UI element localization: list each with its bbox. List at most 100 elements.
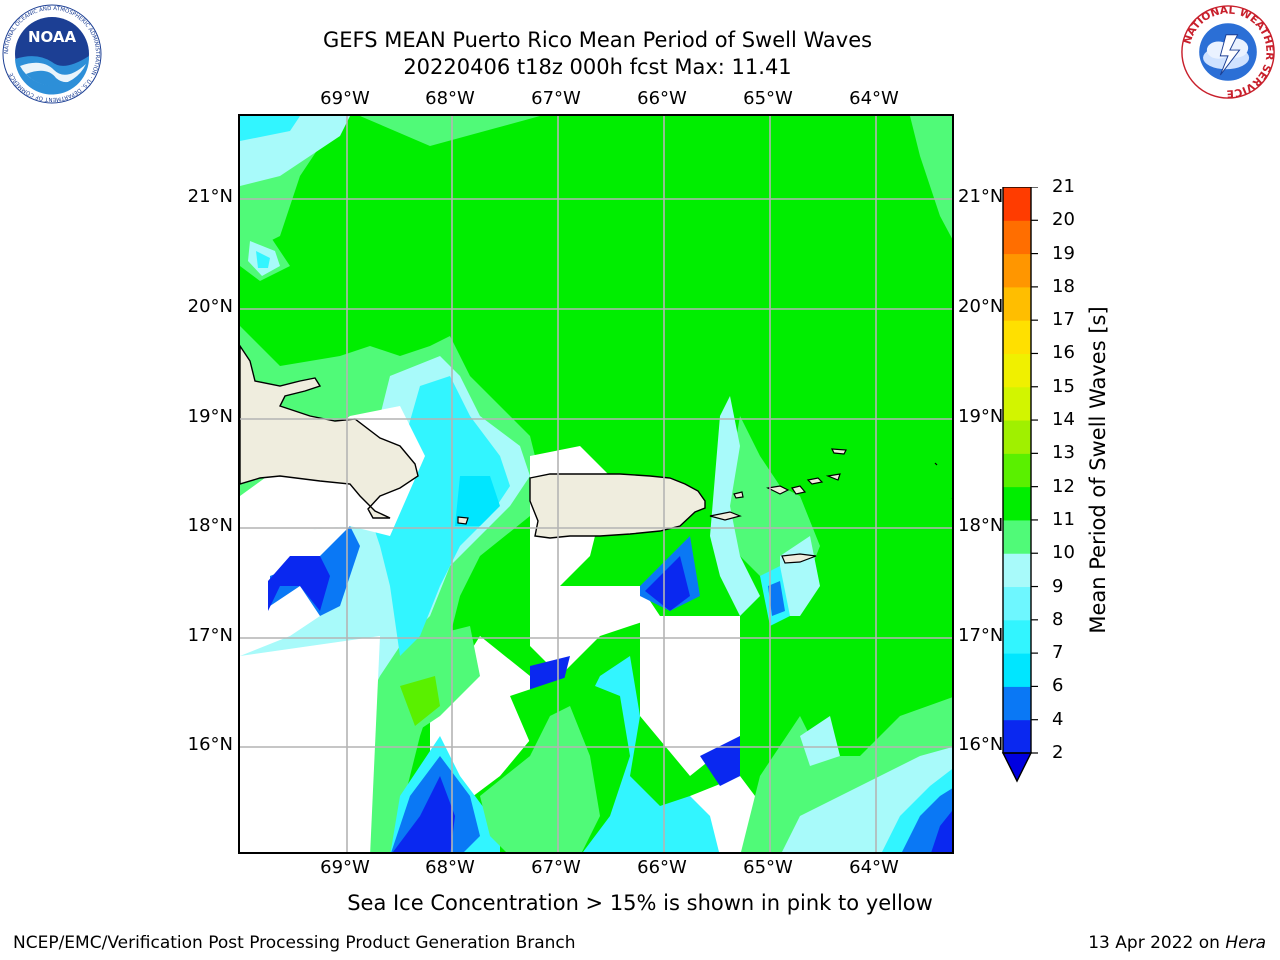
contour-2-4 [700, 736, 740, 786]
sea-ice-note: Sea Ice Concentration > 15% is shown in … [347, 891, 933, 915]
lon-label: 69°W [320, 857, 370, 878]
lat-label: 20°N [187, 296, 233, 317]
land-virgin-gorda [825, 473, 841, 481]
colorbar-segment [1003, 686, 1031, 721]
contour-6-7 [455, 476, 500, 526]
colorbar-tick-label: 15 [1052, 375, 1075, 397]
colorbar-tick-label: 6 [1052, 675, 1064, 697]
colorbar-segment [1003, 519, 1031, 554]
lon-label: 65°W [743, 88, 793, 109]
colorbar-tick-label: 8 [1052, 608, 1064, 630]
noaa-logo: NATIONAL OCEANIC AND ATMOSPHERIC ADMINIS… [2, 4, 102, 104]
lon-label: 68°W [425, 88, 475, 109]
land-st-john [791, 485, 807, 495]
colorbar-segment [1003, 453, 1031, 488]
lon-label: 67°W [531, 88, 581, 109]
contour-7-8 [240, 116, 300, 141]
land-culebra [733, 491, 744, 499]
lat-label: 17°N [958, 625, 1004, 646]
lon-label: 69°W [320, 88, 370, 109]
lon-label: 67°W [531, 857, 581, 878]
lon-label: 68°W [425, 857, 475, 878]
lat-label: 21°N [187, 186, 233, 207]
lat-label: 20°N [958, 296, 1004, 317]
colorbar-segment [1003, 553, 1031, 588]
contour-7-8 [256, 251, 270, 268]
colorbar-segment [1003, 486, 1031, 521]
lat-lon-grid [240, 116, 952, 852]
colorbar-segments [1003, 187, 1031, 754]
colorbar-segment [1003, 386, 1031, 421]
colorbar-segment [1003, 286, 1031, 321]
contour-8-9 [800, 716, 840, 766]
footer-machine: Hera [1225, 933, 1266, 953]
colorbar-tick-label: 9 [1052, 575, 1064, 597]
land-st-croix [781, 553, 817, 564]
land-anegada [830, 448, 847, 455]
lat-label: 21°N [958, 186, 1004, 207]
colorbar-segment [1003, 320, 1031, 354]
colorbar-title: Mean Period of Swell Waves [s] [1086, 306, 1110, 634]
lat-label: 16°N [187, 734, 233, 755]
footer-date-text: 13 Apr 2022 on [1088, 933, 1226, 953]
colorbar-segment [1003, 187, 1031, 221]
land-anguilla [951, 498, 952, 499]
colorbar-under-arrow [1001, 752, 1033, 783]
colorbar-segment [1003, 719, 1031, 754]
masked-area [530, 586, 660, 676]
lat-label: 16°N [958, 734, 1004, 755]
land-hispaniola [240, 344, 419, 519]
lat-label: 19°N [958, 406, 1004, 427]
lon-label: 65°W [743, 857, 793, 878]
contour-2-4 [931, 811, 952, 852]
masked-area [640, 616, 740, 776]
masked-area [240, 636, 380, 852]
lat-label: 18°N [187, 515, 233, 536]
map-title: GEFS MEAN Puerto Rico Mean Period of Swe… [322, 28, 873, 52]
contour-11-12 [400, 676, 440, 726]
lon-label: 64°W [849, 857, 899, 878]
colorbar-frame [1002, 187, 1032, 754]
footer-credit: NCEP/EMC/Verification Post Processing Pr… [13, 933, 576, 953]
land-st-thomas [766, 485, 790, 495]
contour-9-10 [480, 706, 600, 852]
lon-label: 66°W [637, 88, 687, 109]
lon-label: 64°W [849, 88, 899, 109]
colorbar-segment [1003, 420, 1031, 454]
colorbar-tick-label: 13 [1052, 442, 1075, 464]
colorbar-tick-label: 19 [1052, 242, 1075, 264]
contour-2-4 [268, 556, 330, 611]
map-panel[interactable] [238, 114, 954, 854]
footer-date: 13 Apr 2022 on Hera [1088, 933, 1266, 953]
land-mona-island [457, 516, 469, 525]
colorbar-tick-label: 12 [1052, 475, 1075, 497]
colorbar-segment [1003, 653, 1031, 687]
colorbar-tick-label: 14 [1052, 409, 1075, 431]
colorbar-segment [1003, 353, 1031, 388]
contour-2-4 [645, 556, 690, 611]
colorbar [1001, 187, 1038, 783]
colorbar-tick-label: 7 [1052, 642, 1064, 664]
colorbar-tick-label: 20 [1052, 209, 1075, 231]
colorbar-tick-label: 2 [1052, 742, 1064, 763]
colorbar-tick-label: 21 [1052, 176, 1075, 197]
colorbar-segment [1003, 619, 1031, 654]
svg-text:NOAA: NOAA [28, 28, 77, 46]
nws-logo: NATIONAL WEATHER SERVICE [1181, 4, 1276, 100]
lat-label: 19°N [187, 406, 233, 427]
colorbar-segment [1003, 586, 1031, 621]
lon-label: 66°W [637, 857, 687, 878]
colorbar-ticks [1031, 187, 1038, 754]
map-subtitle: 20220406 t18z 000h fcst Max: 11.41 [403, 55, 792, 79]
contour-7-8 [390, 656, 719, 852]
land-sombrero [934, 462, 938, 466]
lat-label: 17°N [187, 625, 233, 646]
colorbar-tick-label: 18 [1052, 275, 1075, 297]
colorbar-tick-label: 11 [1052, 508, 1075, 530]
colorbar-tick-label: 4 [1052, 708, 1064, 730]
land-vieques [709, 511, 742, 521]
contour-8-9 [710, 396, 760, 616]
colorbar-tick-label: 16 [1052, 342, 1075, 364]
colorbar-segment [1003, 253, 1031, 288]
land-tortola [806, 477, 824, 485]
